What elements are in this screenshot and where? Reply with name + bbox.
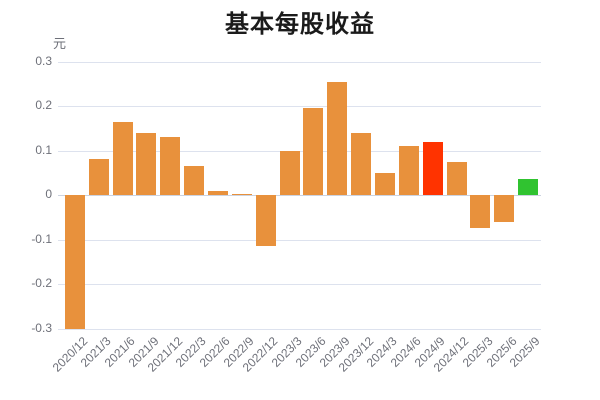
bar-2023-6[interactable] [303, 108, 324, 195]
gridline [58, 284, 541, 285]
bar-2021-3[interactable] [88, 159, 109, 195]
bar-2023-3[interactable] [279, 150, 300, 195]
bar-2024-9[interactable] [422, 141, 443, 195]
bar-2020-12[interactable] [64, 195, 85, 329]
y-tick-label: 0.3 [35, 53, 52, 68]
y-tick-label: 0 [45, 187, 52, 201]
y-tick-label: 0.2 [35, 98, 52, 112]
bar-2023-12[interactable] [351, 132, 372, 195]
y-tick-label: -0.2 [31, 276, 52, 290]
bar-2025-3[interactable] [470, 195, 491, 229]
bar-2024-12[interactable] [446, 161, 467, 195]
bar-2025-9[interactable] [518, 179, 539, 195]
bar-2024-3[interactable] [374, 172, 395, 195]
bar-2023-9[interactable] [327, 81, 348, 195]
bar-2021-9[interactable] [136, 132, 157, 195]
bar-2024-6[interactable] [398, 146, 419, 195]
gridline [58, 61, 541, 63]
chart-title: 基本每股收益 [225, 11, 375, 38]
zero-axis-line [58, 195, 541, 196]
y-tick-label: -0.3 [31, 320, 52, 335]
y-tick-label: -0.1 [31, 231, 52, 246]
y-tick-label: 0.1 [35, 142, 52, 157]
bar-2022-9[interactable] [231, 194, 252, 195]
gridline [58, 106, 541, 107]
gridline [58, 239, 541, 241]
y-axis-unit-label: 元 [52, 36, 66, 51]
bar-2022-3[interactable] [184, 166, 205, 195]
bar-2021-6[interactable] [112, 121, 133, 195]
bar-2025-6[interactable] [494, 195, 515, 222]
gridline [58, 328, 541, 330]
bar-2021-12[interactable] [160, 137, 181, 195]
bar-2022-6[interactable] [208, 190, 229, 195]
bar-2022-12[interactable] [255, 195, 276, 247]
